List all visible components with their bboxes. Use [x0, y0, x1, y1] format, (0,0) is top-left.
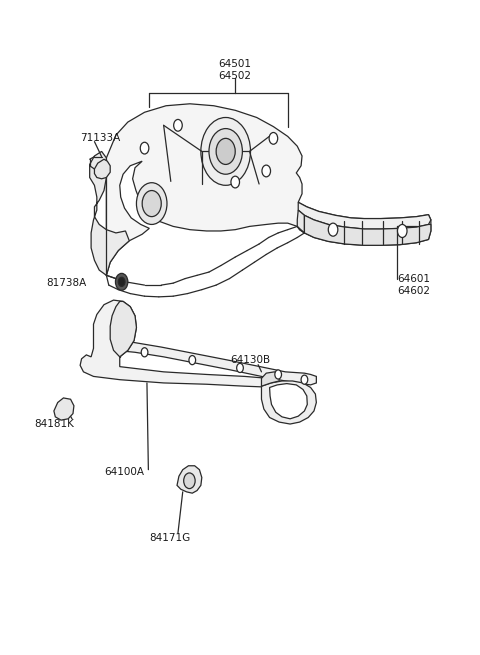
Text: 84181K: 84181K	[34, 419, 74, 429]
Circle shape	[189, 356, 196, 365]
Polygon shape	[270, 384, 307, 419]
Circle shape	[275, 370, 281, 379]
Polygon shape	[107, 103, 431, 275]
Polygon shape	[54, 398, 74, 420]
Text: 84171G: 84171G	[149, 533, 191, 543]
Polygon shape	[177, 466, 202, 493]
Circle shape	[397, 225, 407, 238]
Polygon shape	[298, 202, 431, 229]
Polygon shape	[304, 215, 431, 246]
Text: 81738A: 81738A	[47, 278, 87, 288]
Circle shape	[174, 119, 182, 131]
Polygon shape	[80, 300, 278, 388]
Circle shape	[141, 348, 148, 357]
Circle shape	[231, 176, 240, 188]
Circle shape	[184, 473, 195, 489]
Text: 64130B: 64130B	[230, 355, 271, 365]
Circle shape	[262, 165, 271, 177]
Circle shape	[201, 117, 251, 185]
Text: 64601
64602: 64601 64602	[397, 274, 431, 296]
Polygon shape	[90, 151, 129, 275]
Polygon shape	[262, 372, 279, 386]
Circle shape	[328, 223, 338, 236]
Circle shape	[301, 375, 308, 384]
Circle shape	[140, 142, 149, 154]
Circle shape	[216, 138, 235, 164]
Polygon shape	[95, 159, 110, 179]
Circle shape	[237, 364, 243, 373]
Text: 71133A: 71133A	[80, 134, 120, 143]
Circle shape	[118, 277, 125, 286]
Circle shape	[269, 132, 278, 144]
Text: 64100A: 64100A	[104, 467, 144, 477]
Polygon shape	[109, 341, 316, 385]
Text: 64501
64502: 64501 64502	[219, 59, 252, 81]
Circle shape	[136, 183, 167, 225]
Circle shape	[209, 128, 242, 174]
Polygon shape	[110, 301, 136, 357]
Polygon shape	[297, 210, 304, 233]
Circle shape	[142, 191, 161, 217]
Polygon shape	[262, 381, 316, 424]
Circle shape	[116, 273, 128, 290]
